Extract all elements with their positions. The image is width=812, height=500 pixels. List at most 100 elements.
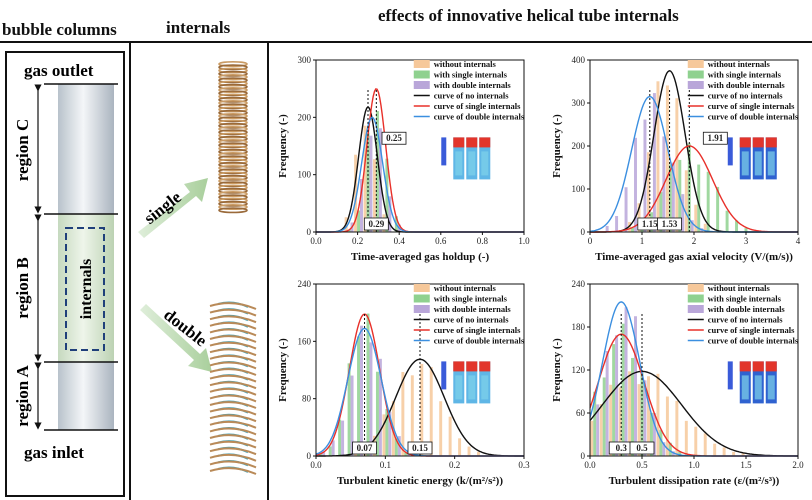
x-tick-label: 0.2 — [449, 460, 460, 470]
spring-coil — [218, 60, 248, 67]
histogram-bar — [319, 453, 323, 456]
y-tick-label: 120 — [572, 365, 586, 375]
spring-coil — [218, 113, 248, 120]
outer-coil — [209, 401, 257, 409]
spring-coil — [218, 197, 248, 204]
histogram-bar — [347, 363, 351, 456]
histogram-bar — [612, 344, 616, 456]
histogram-bar — [671, 162, 675, 232]
double-helical-internal — [209, 301, 257, 475]
spring-coil — [218, 194, 248, 201]
legend-label: without internals — [434, 59, 497, 69]
histogram-bar — [369, 342, 373, 456]
y-tick-label: 240 — [572, 279, 586, 289]
peak-annotation: 0.07 — [357, 443, 373, 453]
peak-annotation-box — [352, 441, 377, 455]
legend-label: without internals — [708, 283, 771, 293]
outer-coil — [209, 394, 257, 403]
legend-label: curve of double internals — [708, 336, 799, 346]
histogram-bar — [656, 373, 660, 456]
spring-coil — [218, 139, 248, 146]
histogram-bar — [420, 363, 424, 456]
peak-annotation-box — [629, 441, 655, 455]
y-tick-label: 60 — [576, 408, 586, 418]
spring-coil — [218, 145, 248, 152]
histogram-bar — [429, 367, 433, 456]
histogram-bar — [401, 371, 405, 456]
spring-coil — [218, 178, 248, 185]
histogram-bar — [354, 154, 358, 232]
histogram-bar — [331, 440, 335, 456]
outer-coil — [209, 354, 257, 363]
x-tick-label: 1.0 — [688, 460, 700, 470]
legend-label: with double internals — [434, 304, 512, 314]
histogram-bar — [624, 187, 628, 232]
peak-annotation: 0.25 — [386, 133, 402, 143]
colorbar — [727, 137, 733, 166]
curve-double — [316, 116, 524, 233]
histogram-bar — [593, 391, 597, 456]
chart-3: 0.0 0.1 0.2 0.3 0 80 160 240 Turbulent kinetic e… — [277, 279, 530, 487]
peak-annotation: 0.3 — [616, 443, 628, 453]
legend-swatch — [687, 81, 704, 89]
legend-swatch — [413, 294, 430, 303]
spring-coil — [218, 187, 248, 194]
histogram-bar — [678, 451, 682, 456]
histogram-bar — [609, 384, 613, 456]
spring-coil — [218, 80, 248, 87]
single-arrow — [138, 178, 208, 238]
y-axis-label: Frequency (-) — [277, 338, 289, 402]
histogram-bar — [668, 442, 672, 456]
region-a-section — [58, 362, 114, 430]
histogram-bar — [668, 164, 672, 232]
histogram-bar — [662, 442, 666, 456]
spring-coil — [218, 64, 248, 71]
y-axis-label: Frequency (-) — [277, 114, 289, 178]
spring-coil — [218, 181, 248, 188]
x-tick-label: 4 — [796, 236, 801, 246]
legend-swatch — [687, 305, 704, 313]
legend-label: with double internals — [708, 304, 786, 314]
y-tick-label: 80 — [302, 394, 312, 404]
y-tick-label: 0 — [581, 451, 586, 461]
spring-coil — [218, 77, 248, 84]
legend-label: curve of double internals — [434, 336, 525, 346]
histogram-bar — [590, 420, 594, 456]
x-tick-label: 0.1 — [380, 460, 391, 470]
chart-2: 0 1 2 3 4 0 100 200 300 400 Time-averaged gas axia… — [551, 55, 801, 263]
histogram-bar — [690, 220, 694, 232]
legend-label: curve of single internals — [434, 101, 521, 111]
y-tick-label: 300 — [298, 55, 312, 65]
spring-coil — [218, 70, 248, 77]
histogram-bar — [599, 404, 603, 456]
spring-coil — [218, 135, 248, 142]
spring-coil — [218, 142, 248, 149]
peak-annotation-box — [657, 217, 682, 231]
legend-label: curve of double internals — [434, 112, 525, 122]
region-a-label: region A — [13, 365, 32, 427]
x-tick-label: 0.4 — [394, 236, 406, 246]
histogram-bar — [385, 158, 389, 232]
histogram-bar — [634, 137, 637, 232]
y-tick-label: 200 — [298, 112, 312, 122]
histogram-bar — [360, 178, 363, 232]
histogram-bar — [366, 313, 370, 456]
histogram-bar — [744, 228, 748, 232]
y-tick-label: 0 — [581, 227, 586, 237]
spring-coil — [218, 132, 248, 139]
histogram-bar — [631, 227, 635, 232]
spring-coil — [218, 86, 248, 93]
spring-coil — [218, 184, 248, 191]
histogram-bar — [382, 414, 386, 456]
histogram-bar — [618, 387, 622, 456]
x-tick-label: 0.2 — [352, 236, 363, 246]
outer-coil — [209, 427, 257, 436]
outer-coil — [209, 467, 257, 475]
histogram-bar — [649, 412, 653, 456]
legend-label: without internals — [434, 283, 497, 293]
legend-label: with double internals — [434, 80, 512, 90]
legend-label: without internals — [708, 59, 771, 69]
histogram-bar — [628, 371, 632, 456]
header-bubble-columns: bubble columns — [2, 20, 117, 39]
histogram-bar — [375, 371, 379, 456]
